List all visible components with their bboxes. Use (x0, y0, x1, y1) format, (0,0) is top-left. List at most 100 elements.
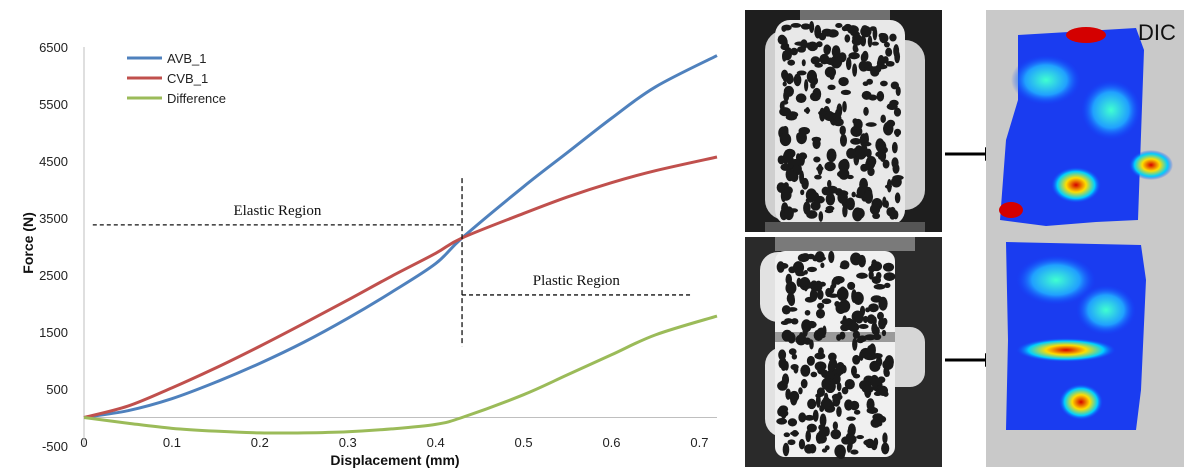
speckle-dot (800, 189, 805, 196)
speckle-dot (882, 159, 890, 169)
speckle-dot (873, 391, 882, 397)
speckle-dot (881, 329, 887, 337)
x-tick-label: 0.1 (163, 435, 181, 450)
speckle-dot (784, 207, 790, 219)
speckle-dot (840, 286, 846, 292)
speckle-dot (821, 448, 828, 453)
speckle-dot (836, 334, 842, 341)
speckle-dot (779, 133, 790, 143)
speckle-dot (806, 69, 818, 84)
dic-label: DIC (1138, 20, 1176, 45)
speckle-dot (854, 312, 864, 324)
speckle-dot (825, 97, 831, 104)
speckle-dot (778, 349, 787, 361)
specimen-photo-top (745, 10, 942, 232)
legend-entry: AVB_1 (167, 51, 207, 66)
speckle-dot (779, 101, 785, 111)
speckle-dot (814, 24, 822, 39)
speckle-dot (805, 188, 817, 202)
speckle-dot (803, 108, 811, 113)
speckle-dot (838, 168, 850, 180)
plastic-region-label: Plastic Region (533, 273, 621, 289)
speckle-dot (841, 386, 849, 395)
speckle-dot (824, 426, 830, 437)
speckle-dot (777, 34, 787, 45)
series-line-difference (83, 314, 718, 435)
speckle-dot (862, 141, 872, 147)
speckle-dot (838, 76, 849, 87)
speckle-dot (817, 302, 825, 310)
speckle-dot (798, 332, 804, 345)
speckle-dot (821, 298, 832, 305)
speckle-dot (806, 266, 818, 273)
x-tick-label: 0.7 (690, 435, 708, 450)
speckle-dot (798, 387, 803, 395)
speckle-dot (818, 211, 824, 222)
speckle-dot (860, 35, 867, 47)
speckle-dot (873, 326, 880, 336)
speckle-dot (840, 158, 850, 171)
speckle-dot (787, 418, 798, 427)
vertebra-speckle-image-bottom (745, 237, 942, 467)
speckle-dot (885, 369, 890, 377)
speckle-dot (861, 144, 868, 158)
speckle-dot (882, 317, 888, 326)
speckle-dot (842, 315, 848, 328)
speckle-dot (821, 396, 831, 410)
annotation-layer: Elastic Region Plastic Region (92, 178, 691, 347)
speckle-dot (845, 432, 853, 441)
speckle-dot (806, 42, 812, 49)
speckle-dot (871, 259, 877, 267)
speckle-dot (787, 59, 796, 66)
speckle-dot (816, 327, 827, 337)
speckle-dot (826, 185, 838, 194)
speckle-dot (883, 121, 894, 136)
speckle-dot (792, 261, 805, 275)
speckle-dot (796, 70, 807, 76)
speckle-dot (791, 429, 799, 437)
x-axis-title: Displacement (mm) (330, 452, 459, 468)
speckle-dot (863, 439, 874, 446)
speckle-dot (869, 66, 882, 74)
speckle-dot (862, 315, 869, 324)
legend: AVB_1 CVB_1 Difference (127, 51, 226, 106)
speckle-dot (871, 41, 879, 46)
speckle-dot (861, 385, 874, 394)
speckle-dot (852, 354, 861, 365)
speckle-dot (800, 39, 808, 50)
speckle-dot (783, 89, 790, 102)
speckle-dot (780, 320, 789, 325)
speckle-dot (894, 130, 900, 138)
speckle-dot (827, 29, 839, 38)
speckle-dot (872, 413, 884, 421)
speckle-dot (831, 113, 837, 119)
speckle-dot (831, 45, 841, 59)
speckle-dot (811, 136, 822, 143)
speckle-dot (809, 280, 819, 291)
series-layer (83, 54, 718, 435)
speckle-dot (876, 91, 885, 102)
speckle-dot (882, 196, 887, 208)
speckle-dot (816, 433, 827, 444)
speckle-dot (828, 352, 837, 362)
speckle-dot (860, 25, 872, 38)
speckle-dot (776, 417, 788, 425)
speckle-dot (881, 442, 890, 455)
x-tick-label: 0.4 (427, 435, 445, 450)
speckle-dot (853, 118, 863, 131)
speckle-dot (785, 281, 797, 295)
speckle-dot (810, 201, 821, 211)
speckle-dot (869, 374, 879, 388)
speckle-dot (841, 364, 847, 374)
speckle-dot (848, 322, 860, 332)
speckle-dot (869, 203, 881, 215)
speckle-dot (790, 171, 799, 183)
speckle-dot (841, 25, 848, 32)
speckle-dot (815, 308, 826, 319)
y-tick-label: 2500 (39, 268, 68, 283)
speckle-dot (778, 358, 786, 369)
speckle-dot (840, 89, 852, 95)
speckle-dot (830, 429, 842, 440)
speckle-dot (895, 86, 901, 97)
speckle-dot (870, 418, 881, 428)
